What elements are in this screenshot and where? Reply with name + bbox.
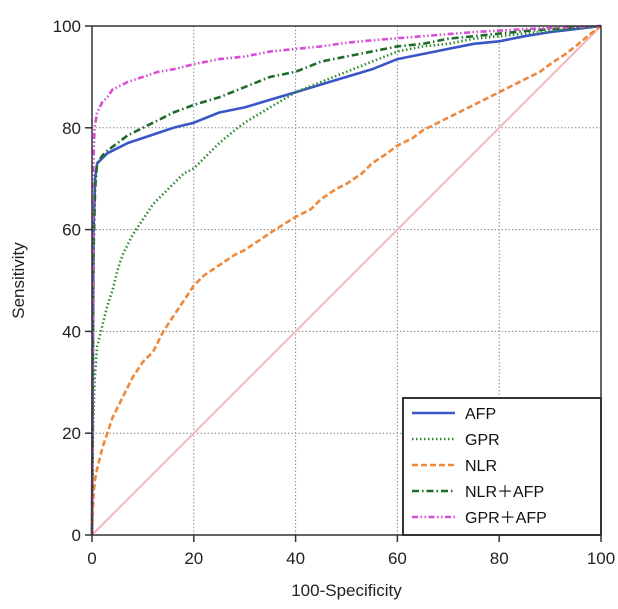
x-tick-label: 100 [587, 549, 615, 568]
y-tick-label: 60 [62, 221, 81, 240]
y-tick-label: 100 [53, 17, 81, 36]
series-line-3 [90, 24, 602, 536]
series-line-0 [90, 24, 602, 536]
y-tick-label: 0 [72, 526, 81, 545]
x-tick-label: 80 [490, 549, 509, 568]
y-tick-label: 80 [62, 119, 81, 138]
x-tick-label: 40 [286, 549, 305, 568]
legend-label-2: NLR [465, 458, 497, 475]
legend: AFP GPR NLR NLR＋AFP GPR＋AFP [402, 397, 602, 536]
x-tick-label: 0 [87, 549, 96, 568]
legend-label-4: GPR＋AFP [465, 510, 547, 527]
plot-frame [91, 25, 602, 536]
x-axis-title: 100-Specificity [291, 581, 402, 600]
x-axis-ticks: 0 20 40 60 80 100 [87, 535, 615, 568]
series-lines [90, 24, 602, 536]
y-axis-ticks: 0 20 40 60 80 100 [53, 17, 92, 545]
x-tick-label: 60 [388, 549, 407, 568]
y-axis-title: Sensitivity [9, 242, 28, 319]
series-line-4 [90, 24, 602, 536]
reference-diagonal-line [91, 25, 602, 536]
x-tick-label: 20 [184, 549, 203, 568]
y-tick-label: 20 [62, 424, 81, 443]
legend-label-3: NLR＋AFP [465, 484, 544, 501]
series-line-2 [90, 24, 602, 536]
legend-label-0: AFP [465, 406, 496, 423]
legend-box [402, 397, 602, 536]
y-tick-label: 40 [62, 322, 81, 341]
legend-label-1: GPR [465, 432, 500, 449]
series-line-1 [90, 24, 602, 536]
